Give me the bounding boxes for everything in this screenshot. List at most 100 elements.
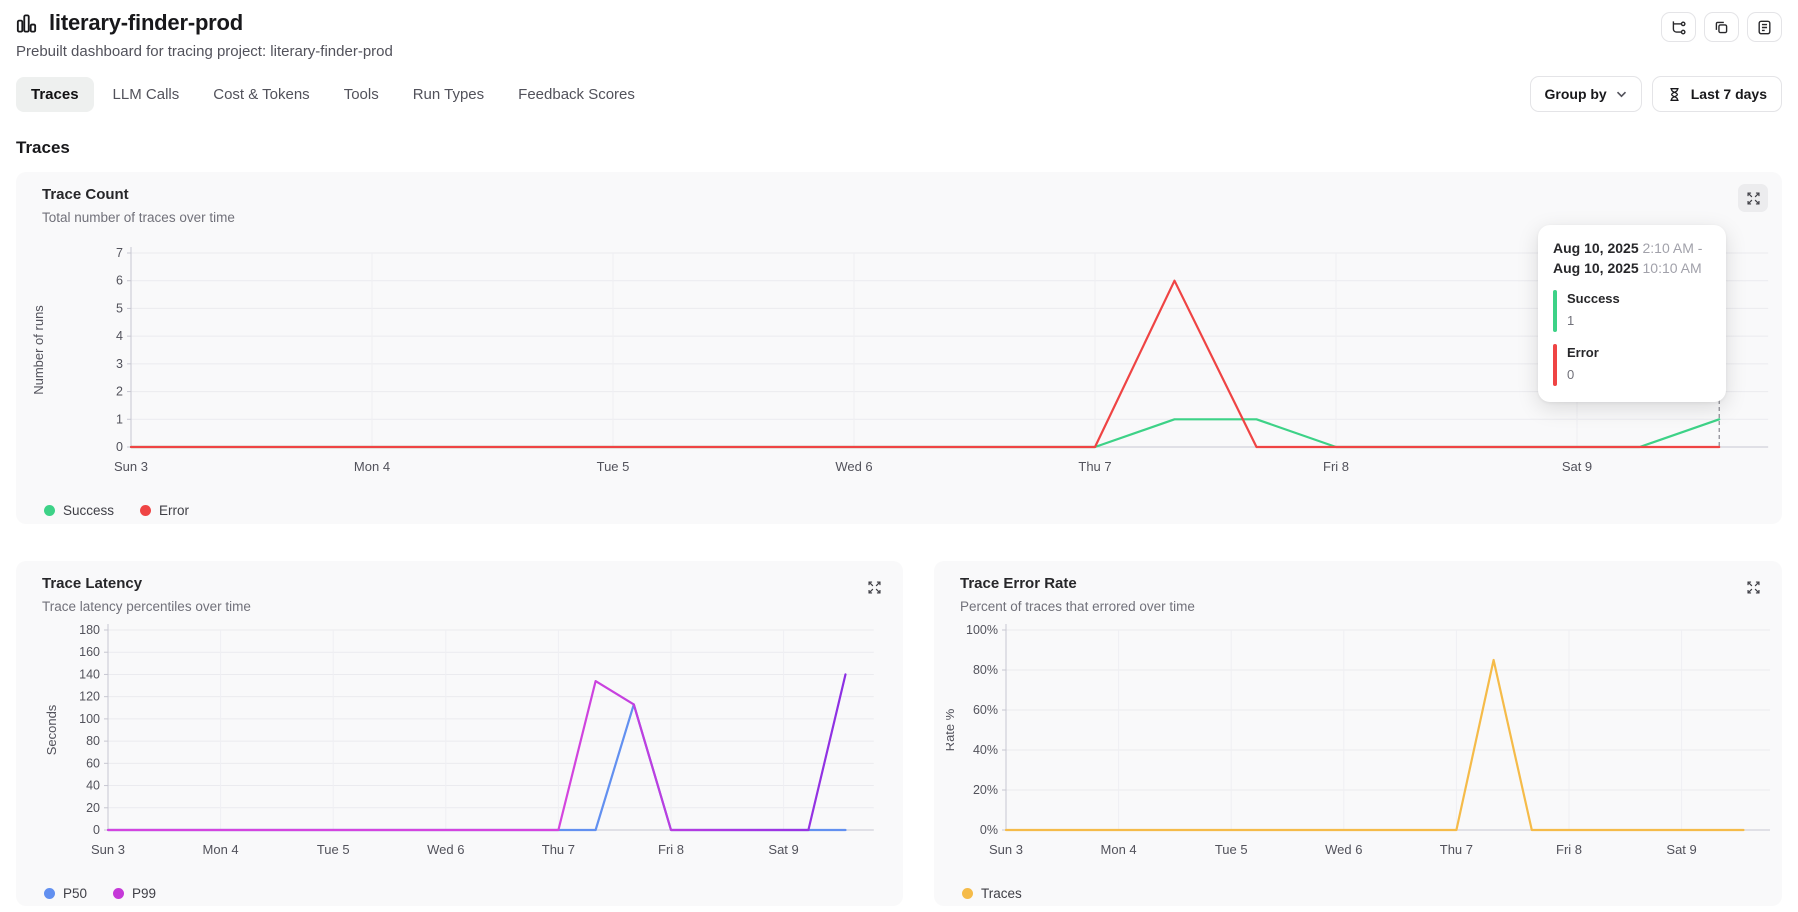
svg-text:60: 60: [86, 756, 100, 770]
card-subtitle: Percent of traces that errored over time: [960, 599, 1770, 614]
line-plot: 0%20%40%60%80%100%Sun 3Mon 4Tue 5Wed 6Th…: [946, 622, 1770, 868]
line-plot: 020406080100120140160180Sun 3Mon 4Tue 5W…: [28, 622, 891, 868]
svg-text:Sun 3: Sun 3: [114, 459, 148, 474]
svg-text:100%: 100%: [966, 623, 998, 637]
series-line-p50: [108, 704, 846, 830]
series-line-traces: [1006, 660, 1744, 830]
svg-text:Tue 5: Tue 5: [597, 459, 630, 474]
legend-item-error[interactable]: Error: [140, 503, 189, 518]
svg-text:Thu 7: Thu 7: [1078, 459, 1111, 474]
legend-dot: [962, 888, 973, 899]
svg-text:100: 100: [79, 712, 100, 726]
chevron-down-icon: [1616, 91, 1627, 98]
svg-text:Wed 6: Wed 6: [1325, 842, 1362, 857]
copy-icon: [1713, 19, 1730, 36]
svg-text:Fri 8: Fri 8: [658, 842, 684, 857]
svg-text:0: 0: [93, 823, 100, 837]
legend-item-success[interactable]: Success: [44, 503, 114, 518]
chart-tooltip: Aug 10, 2025 2:10 AM - Aug 10, 2025 10:1…: [1538, 225, 1726, 402]
expand-button[interactable]: [1738, 573, 1768, 601]
legend-label: P50: [63, 886, 87, 901]
card-title: Trace Count: [42, 186, 1770, 203]
svg-text:Fri 8: Fri 8: [1323, 459, 1349, 474]
series-line-success: [131, 419, 1719, 447]
svg-text:7: 7: [116, 246, 123, 260]
copy-button[interactable]: [1704, 12, 1739, 42]
svg-text:20%: 20%: [973, 783, 998, 797]
trace-error-rate-chart[interactable]: 0%20%40%60%80%100%Sun 3Mon 4Tue 5Wed 6Th…: [946, 622, 1770, 873]
svg-text:1: 1: [116, 412, 123, 426]
tab-llm-calls[interactable]: LLM Calls: [98, 77, 195, 112]
legend-label: Error: [159, 503, 189, 518]
tab-cost-tokens[interactable]: Cost & Tokens: [198, 77, 324, 112]
trace-count-legend: Success Error: [44, 503, 1770, 518]
expand-icon: [867, 580, 882, 595]
tab-traces[interactable]: Traces: [16, 77, 94, 112]
toolbar: Traces LLM Calls Cost & Tokens Tools Run…: [16, 76, 1782, 112]
svg-text:Tue 5: Tue 5: [317, 842, 350, 857]
legend-label: P99: [132, 886, 156, 901]
tooltip-bar-1: [1553, 344, 1557, 386]
svg-text:Sun 3: Sun 3: [989, 842, 1023, 857]
svg-text:60%: 60%: [973, 703, 998, 717]
svg-text:20: 20: [86, 801, 100, 815]
tooltip-date-range: Aug 10, 2025 2:10 AM - Aug 10, 2025 10:1…: [1553, 238, 1711, 278]
page-title: literary-finder-prod: [49, 10, 243, 36]
legend-dot: [113, 888, 124, 899]
tab-run-types[interactable]: Run Types: [398, 77, 499, 112]
svg-text:Sat 9: Sat 9: [768, 842, 798, 857]
trace-count-chart[interactable]: 0 1 2 3 4 5 6 7 Sun 3 Mon 4 Tue 5 Wed 6 Thu 7 Fri 8 Sa…: [28, 233, 1770, 490]
svg-text:Mon 4: Mon 4: [354, 459, 390, 474]
branch-view-button[interactable]: [1661, 12, 1696, 42]
page-header: literary-finder-prod Prebuilt dashboard …: [16, 0, 1782, 60]
svg-text:140: 140: [79, 667, 100, 681]
svg-text:6: 6: [116, 274, 123, 288]
tooltip-bar-0: [1553, 290, 1557, 332]
svg-text:0: 0: [116, 440, 123, 454]
legend-dot: [44, 505, 55, 516]
svg-text:0%: 0%: [980, 823, 998, 837]
svg-text:4: 4: [116, 329, 123, 343]
svg-text:40%: 40%: [973, 743, 998, 757]
svg-text:Rate %: Rate %: [946, 708, 957, 751]
svg-text:Mon 4: Mon 4: [203, 842, 239, 857]
bar-chart-icon: [16, 13, 37, 34]
time-range-button[interactable]: Last 7 days: [1652, 76, 1782, 112]
svg-text:2: 2: [116, 385, 123, 399]
notes-button[interactable]: [1747, 12, 1782, 42]
trace-latency-chart[interactable]: 020406080100120140160180Sun 3Mon 4Tue 5W…: [28, 622, 891, 873]
legend-item-p99[interactable]: P99: [113, 886, 156, 901]
branch-icon: [1670, 19, 1687, 36]
svg-text:3: 3: [116, 357, 123, 371]
trace-error-rate-card: Trace Error Rate Percent of traces that …: [934, 561, 1782, 906]
card-subtitle: Trace latency percentiles over time: [42, 599, 891, 614]
legend-label: Success: [63, 503, 114, 518]
legend-item-p50[interactable]: P50: [44, 886, 87, 901]
legend-label: Traces: [981, 886, 1022, 901]
tooltip-item-error: Error 0: [1553, 344, 1711, 386]
svg-text:80: 80: [86, 734, 100, 748]
trace-count-card: Trace Count Total number of traces over …: [16, 172, 1782, 524]
trace-latency-legend: P50 P99: [44, 886, 891, 901]
svg-text:Wed 6: Wed 6: [427, 842, 464, 857]
legend-item-traces[interactable]: Traces: [962, 886, 1022, 901]
expand-button[interactable]: [859, 573, 889, 601]
section-title: Traces: [16, 138, 1782, 158]
card-title: Trace Error Rate: [960, 575, 1770, 592]
svg-text:Sat 9: Sat 9: [1562, 459, 1592, 474]
line-plot: 0 1 2 3 4 5 6 7 Sun 3 Mon 4 Tue 5 Wed 6 Thu 7 Fri 8 Sa…: [28, 233, 1770, 485]
svg-text:Sat 9: Sat 9: [1666, 842, 1696, 857]
svg-text:Seconds: Seconds: [44, 704, 59, 755]
legend-dot: [44, 888, 55, 899]
tab-feedback-scores[interactable]: Feedback Scores: [503, 77, 650, 112]
svg-text:Wed 6: Wed 6: [835, 459, 872, 474]
group-by-button[interactable]: Group by: [1530, 76, 1642, 112]
tooltip-item-success: Success 1: [1553, 290, 1711, 332]
svg-text:120: 120: [79, 690, 100, 704]
svg-text:Tue 5: Tue 5: [1215, 842, 1248, 857]
tab-tools[interactable]: Tools: [329, 77, 394, 112]
svg-text:40: 40: [86, 779, 100, 793]
expand-button[interactable]: [1738, 184, 1768, 212]
svg-text:5: 5: [116, 301, 123, 315]
svg-text:Fri 8: Fri 8: [1556, 842, 1582, 857]
